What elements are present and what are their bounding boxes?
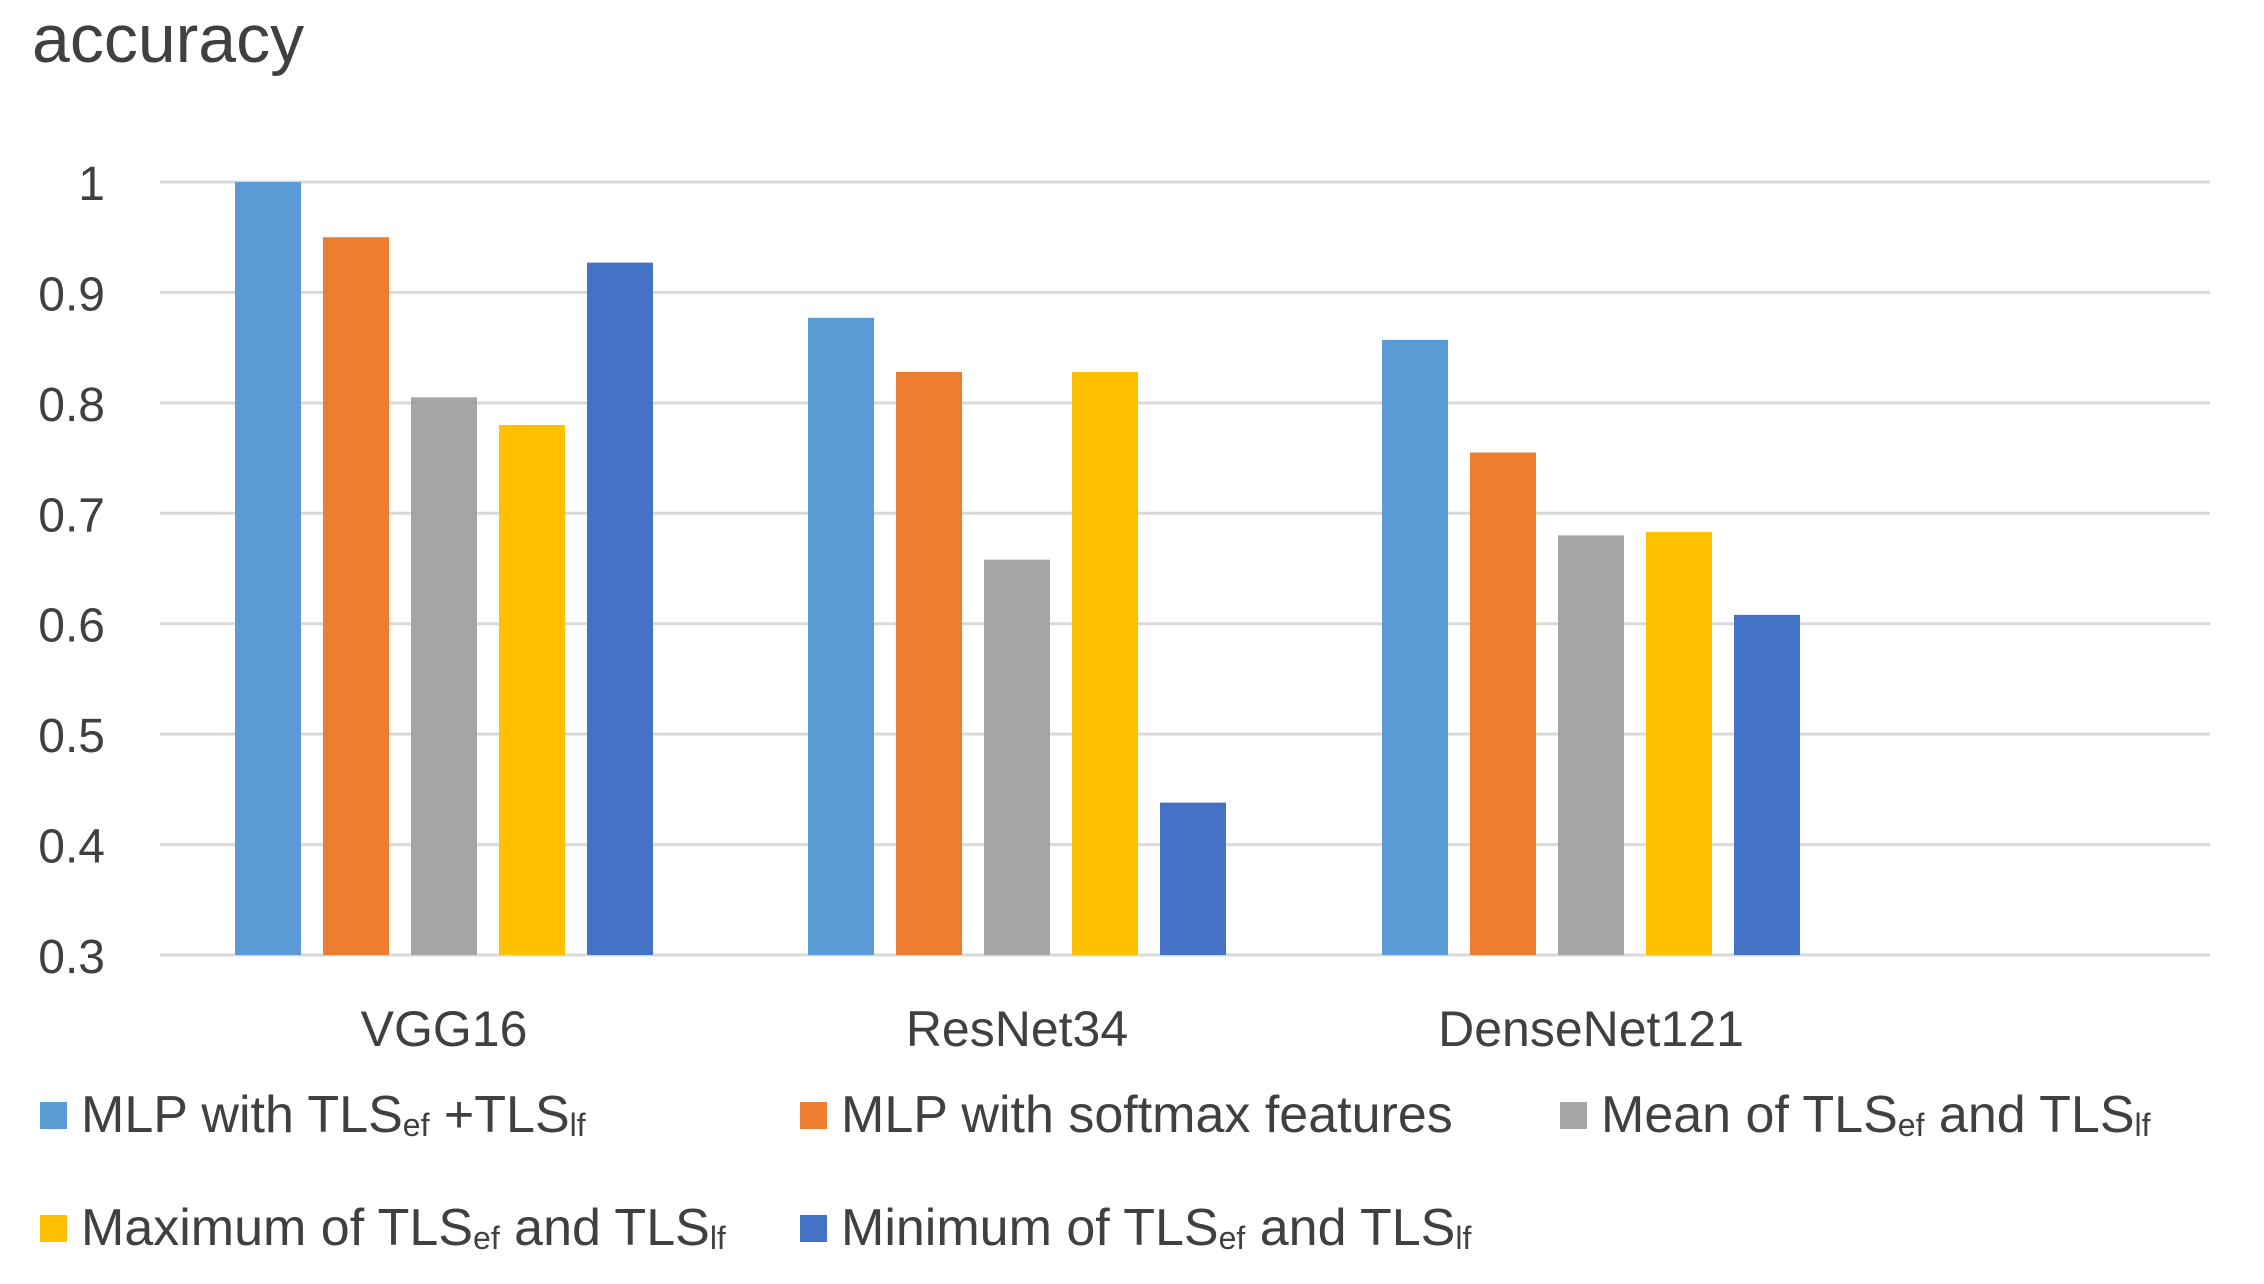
bar-resnet34-series-3 [984, 559, 1050, 955]
legend-label: MLP with softmax features [841, 1085, 1453, 1145]
bar-resnet34-series-4 [1072, 371, 1138, 955]
legend-label-part: Maximum of TLS [81, 1199, 474, 1257]
legend-label-part: lf [2134, 1107, 2151, 1143]
legend-label: Minimum of TLSef and TLSlf [841, 1198, 1471, 1258]
legend-swatch [40, 1214, 67, 1242]
legend-swatch [800, 1101, 827, 1129]
legend-swatch [40, 1101, 67, 1129]
y-tick-label: 0.8 [38, 379, 105, 432]
legend-label-part: MLP with softmax features [841, 1086, 1453, 1144]
legend-label-part: ef [1218, 1220, 1246, 1256]
legend-label-part: lf [1455, 1220, 1472, 1256]
legend-label-part: and TLS [1245, 1199, 1456, 1257]
bar-densenet121-series-1 [1382, 339, 1448, 956]
legend-label-part: lf [709, 1220, 726, 1256]
legend-row-2: Maximum of TLSef and TLSlf Minimum of TLS… [40, 1198, 1500, 1258]
y-tick-label: 0.3 [38, 931, 105, 984]
legend-label-part: and TLS [499, 1199, 710, 1257]
y-tick-label: 0.4 [38, 821, 105, 874]
legend-item: MLP with TLSef +TLSlf [40, 1085, 800, 1145]
legend-label-part: +TLS [429, 1086, 570, 1144]
bar-vgg16-series-2 [323, 237, 389, 955]
y-tick-label: 0.5 [38, 710, 105, 763]
legend-label-part: lf [569, 1107, 586, 1143]
legend-label: Maximum of TLSef and TLSlf [81, 1198, 726, 1258]
legend-item: Maximum of TLSef and TLSlf [40, 1198, 800, 1258]
legend-label-part: ef [473, 1220, 500, 1256]
bar-densenet121-series-5 [1734, 614, 1800, 955]
legend-item: Minimum of TLSef and TLSlf [800, 1198, 1500, 1258]
y-tick-label: 0.6 [38, 600, 105, 653]
legend-label-part: and TLS [1924, 1086, 2135, 1144]
x-tick-label: DenseNet121 [1438, 1001, 1744, 1057]
bar-resnet34-series-2 [896, 371, 962, 955]
legend-item: MLP with softmax features [800, 1085, 1560, 1145]
y-axis-ticks: 0.3 0.4 0.5 0.6 0.7 0.8 0.9 1 [38, 158, 105, 984]
bar-vgg16-series-5 [587, 262, 653, 955]
y-tick-label: 0.7 [38, 489, 105, 542]
bar-densenet121-series-2 [1470, 452, 1536, 955]
legend-label-part: ef [402, 1107, 430, 1143]
legend-label-part: Mean of TLS [1601, 1086, 1898, 1144]
legend-label-part: Minimum of TLS [841, 1199, 1219, 1257]
bar-vgg16-series-1 [235, 182, 301, 955]
chart-title: accuracy [32, 1, 304, 77]
y-tick-label: 0.9 [38, 268, 105, 321]
x-tick-label: ResNet34 [906, 1001, 1128, 1057]
bar-densenet121-series-3 [1558, 535, 1624, 955]
x-axis-ticks: VGG16 ResNet34 DenseNet121 [361, 1001, 1744, 1057]
x-tick-label: VGG16 [361, 1001, 528, 1057]
legend-label-part: ef [1897, 1107, 1925, 1143]
bar-densenet121-series-4 [1646, 532, 1712, 955]
y-tick-label: 1 [78, 158, 105, 211]
bar-resnet34-series-1 [808, 317, 874, 955]
legend-item: Mean of TLSef and TLSlf [1560, 1085, 2260, 1145]
legend-label-part: MLP with TLS [81, 1086, 403, 1144]
bar-resnet34-series-5 [1160, 802, 1226, 955]
legend-label: Mean of TLSef and TLSlf [1601, 1085, 2151, 1145]
legend-swatch [1560, 1101, 1587, 1129]
legend-swatch [800, 1214, 827, 1242]
bar-vgg16-series-4 [499, 424, 565, 955]
bar-vgg16-series-3 [411, 397, 477, 956]
bars [235, 182, 1800, 956]
legend-label: MLP with TLSef +TLSlf [81, 1085, 586, 1145]
legend-row-1: MLP with TLSef +TLSlf MLP with softmax fe… [40, 1085, 2260, 1145]
